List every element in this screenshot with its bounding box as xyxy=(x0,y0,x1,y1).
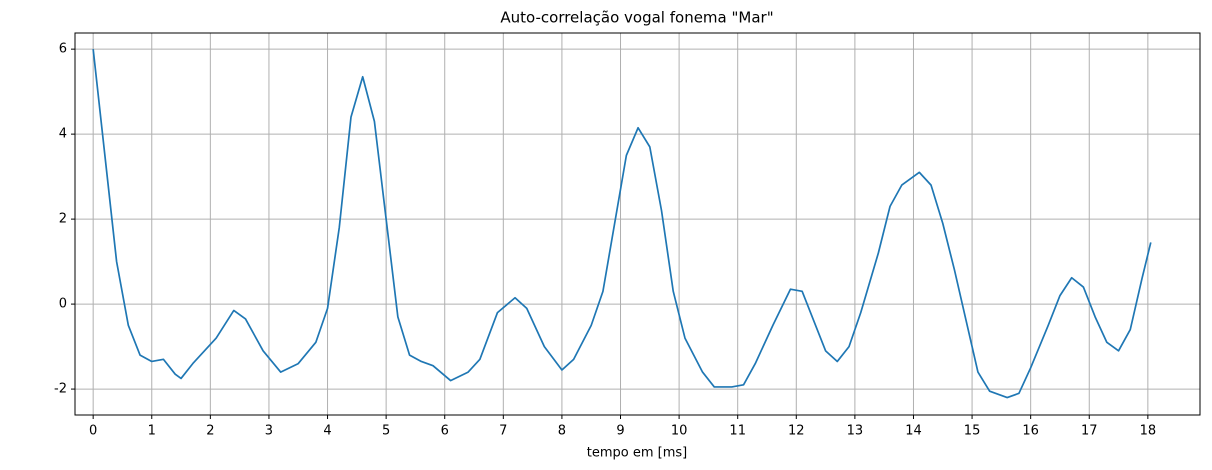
x-tick-label: 8 xyxy=(558,424,566,439)
x-tick-label: 16 xyxy=(1022,424,1039,439)
x-axis-label: tempo em [ms] xyxy=(587,446,687,461)
x-tick-label: 9 xyxy=(616,424,624,439)
x-tick-label: 18 xyxy=(1140,424,1157,439)
x-tick-label: 13 xyxy=(847,424,864,439)
y-tick-label: 6 xyxy=(59,42,67,57)
line-series xyxy=(92,49,1152,399)
x-tick-label: 2 xyxy=(206,424,214,439)
y-tick-label: -2 xyxy=(54,382,67,397)
x-tick-label: 12 xyxy=(788,424,805,439)
x-tick-label: 17 xyxy=(1081,424,1098,439)
chart-title: Auto-correlação vogal fonema "Mar" xyxy=(500,9,773,27)
x-tick-label: 14 xyxy=(905,424,922,439)
axes-frame xyxy=(74,32,1201,416)
x-tick-label: 6 xyxy=(441,424,449,439)
x-tick-label: 1 xyxy=(148,424,156,439)
x-tick-label: 5 xyxy=(382,424,390,439)
grid xyxy=(75,33,1200,415)
x-tick-label: 10 xyxy=(671,424,688,439)
plot-area xyxy=(92,49,1152,399)
x-tick-label: 0 xyxy=(89,424,97,439)
x-tick-label: 11 xyxy=(729,424,746,439)
y-tick-label: 4 xyxy=(59,127,67,142)
x-tick-label: 4 xyxy=(323,424,331,439)
x-tick-label: 7 xyxy=(499,424,507,439)
x-tick-label: 3 xyxy=(265,424,273,439)
x-tick-label: 15 xyxy=(964,424,981,439)
y-tick-label: 0 xyxy=(59,297,67,312)
y-tick-label: 2 xyxy=(59,212,67,227)
